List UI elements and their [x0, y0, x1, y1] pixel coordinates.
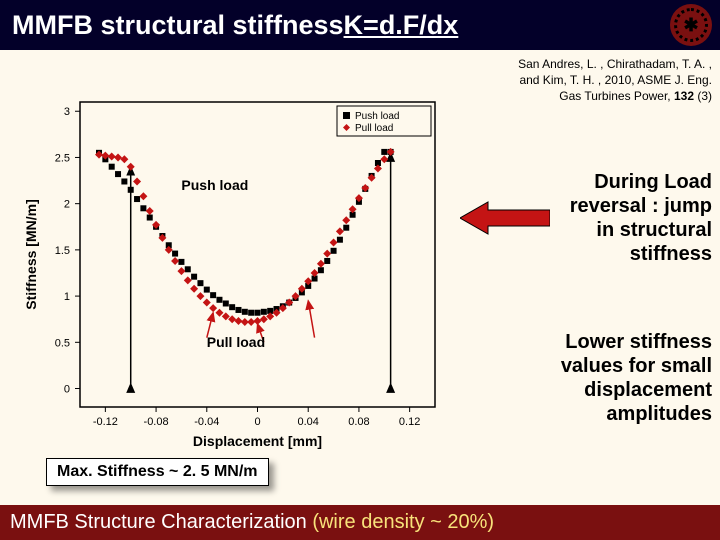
note1-l4: stiffness: [630, 243, 712, 265]
citation-line3: Gas Turbines Power,: [559, 89, 674, 103]
svg-text:0: 0: [254, 416, 260, 428]
footer-main: MMFB Structure Characterization: [10, 511, 312, 533]
citation-volume: 132: [674, 89, 694, 103]
note2-l3: displacement: [584, 379, 712, 401]
max-stiffness-label: Max. Stiffness ~ 2. 5 MN/m: [57, 463, 258, 480]
svg-text:-0.04: -0.04: [194, 416, 219, 428]
logo-icon: ✱: [670, 4, 712, 46]
svg-text:0: 0: [64, 384, 70, 396]
stiffness-chart: -0.12 -0.08 -0.04 0 0.04 0.08 0.12 0 0.5 1 1.5 2 2.5…: [20, 92, 450, 452]
title-main: MMFB structural stiffness: [12, 10, 344, 41]
citation: San Andres, L. , Chirathadam, T. A. , an…: [452, 56, 712, 105]
note1-l1: During Load: [594, 171, 712, 193]
svg-text:0.04: 0.04: [298, 416, 319, 428]
svg-text:Push load: Push load: [355, 111, 399, 122]
svg-text:1: 1: [64, 291, 70, 303]
svg-text:Stiffness [MN/m]: Stiffness [MN/m]: [23, 199, 39, 309]
big-arrow-icon: [460, 200, 550, 236]
svg-text:Pull load: Pull load: [355, 123, 393, 134]
svg-text:Push load: Push load: [181, 177, 248, 193]
svg-text:0.5: 0.5: [55, 337, 70, 349]
svg-text:0.12: 0.12: [399, 416, 420, 428]
note1-l3: in structural: [596, 219, 712, 241]
svg-text:Displacement [mm]: Displacement [mm]: [193, 433, 322, 449]
title-bar: MMFB structural stiffness K=d.F/dx: [0, 0, 720, 50]
title-equation: K=d.F/dx: [344, 10, 459, 41]
note2-l4: amplitudes: [606, 403, 712, 425]
svg-text:2: 2: [64, 199, 70, 211]
chart-svg: -0.12 -0.08 -0.04 0 0.04 0.08 0.12 0 0.5 1 1.5 2 2.5…: [20, 92, 450, 452]
citation-line1: San Andres, L. , Chirathadam, T. A. ,: [518, 57, 712, 71]
note-lower-stiffness: Lower stiffness values for small displac…: [524, 330, 712, 426]
max-stiffness-box: Max. Stiffness ~ 2. 5 MN/m: [46, 458, 269, 486]
citation-line2: and Kim, T. H. , 2010, ASME J. Eng.: [519, 73, 712, 87]
svg-text:3: 3: [64, 106, 70, 118]
citation-issue: (3): [694, 89, 712, 103]
footer-bar: MMFB Structure Characterization (wire de…: [0, 505, 720, 540]
note-load-reversal: During Load reversal : jump in structura…: [524, 170, 712, 266]
note1-l2: reversal : jump: [570, 195, 712, 217]
svg-text:0.08: 0.08: [348, 416, 369, 428]
svg-text:1.5: 1.5: [55, 245, 70, 257]
note2-l2: values for small: [561, 355, 712, 377]
svg-text:2.5: 2.5: [55, 152, 70, 164]
svg-text:-0.12: -0.12: [93, 416, 118, 428]
footer-paren: (wire density ~ 20%): [312, 511, 494, 533]
note2-l1: Lower stiffness: [565, 331, 712, 353]
svg-text:-0.08: -0.08: [144, 416, 169, 428]
svg-text:Pull load: Pull load: [207, 334, 265, 350]
